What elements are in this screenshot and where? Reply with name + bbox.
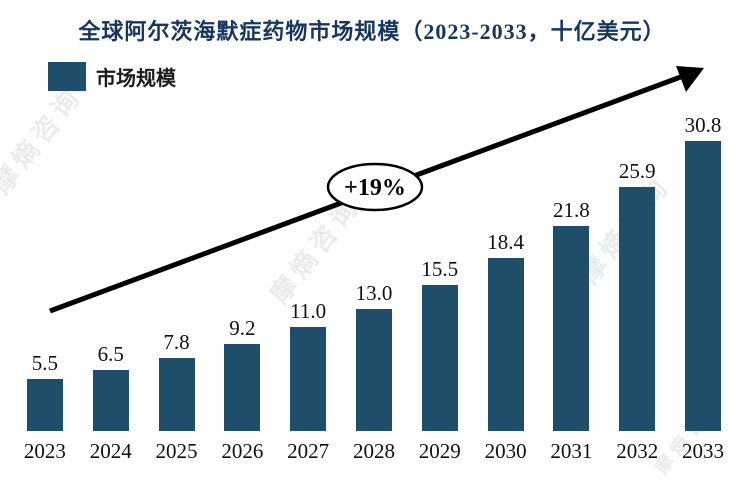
bar bbox=[224, 344, 261, 431]
bar-column: 5.5 2023 bbox=[12, 353, 78, 462]
x-axis-label: 2032 bbox=[616, 439, 659, 463]
bar-column: 15.5 2029 bbox=[407, 259, 473, 462]
legend: 市场规模 bbox=[48, 62, 744, 91]
bar-value-label: 13.0 bbox=[355, 280, 393, 305]
x-axis-label: 2024 bbox=[89, 439, 132, 463]
bar bbox=[619, 187, 656, 431]
bar-value-label: 11.0 bbox=[290, 299, 327, 324]
bar-value-label: 15.5 bbox=[421, 257, 459, 282]
bar bbox=[26, 379, 63, 431]
bar bbox=[685, 141, 722, 431]
bar-column: 21.8 2031 bbox=[539, 197, 605, 463]
x-axis-label: 2029 bbox=[418, 439, 461, 463]
bar bbox=[487, 257, 524, 431]
bar-value-label: 5.5 bbox=[31, 351, 59, 376]
bar-column: 25.9 2032 bbox=[604, 161, 670, 462]
bar bbox=[92, 369, 129, 431]
bar-value-label: 9.2 bbox=[229, 316, 256, 341]
bar-value-label: 6.5 bbox=[97, 341, 124, 366]
x-axis-label: 2028 bbox=[352, 439, 395, 463]
bar-column: 7.8 2025 bbox=[144, 329, 210, 463]
bar-value-label: 25.9 bbox=[618, 159, 656, 184]
x-axis-label: 2033 bbox=[682, 439, 725, 463]
bar-value-label: 18.4 bbox=[487, 229, 524, 254]
legend-swatch bbox=[48, 62, 86, 91]
bar-value-label: 21.8 bbox=[553, 197, 590, 222]
bar-value-label: 7.8 bbox=[163, 329, 190, 354]
bar bbox=[553, 225, 590, 431]
page-title: 全球阿尔茨海默症药物市场规模（2023-2033，十亿美元） bbox=[78, 19, 666, 44]
bar bbox=[158, 357, 195, 431]
x-axis-label: 2030 bbox=[484, 439, 527, 463]
x-axis-label: 2027 bbox=[287, 439, 330, 463]
bar-value-label: 30.8 bbox=[684, 113, 722, 137]
bar-column: 6.5 2024 bbox=[78, 341, 144, 463]
bar bbox=[355, 308, 392, 431]
bar-chart: 5.5 2023 6.5 2024 7.8 2025 9.2 2026 11.0 2027 13.0… bbox=[12, 96, 736, 462]
legend-label: 市场规模 bbox=[96, 68, 176, 90]
bar bbox=[421, 285, 458, 431]
bar-column: 18.4 2030 bbox=[473, 229, 539, 463]
bar bbox=[290, 327, 327, 431]
bar-column: 13.0 2028 bbox=[341, 280, 407, 463]
x-axis-label: 2025 bbox=[155, 439, 198, 463]
bar-column: 30.8 2033 bbox=[670, 115, 736, 462]
bar-column: 11.0 2027 bbox=[275, 301, 341, 462]
x-axis-label: 2031 bbox=[550, 439, 593, 463]
x-axis-label: 2026 bbox=[221, 439, 264, 463]
bar-column: 9.2 2026 bbox=[209, 318, 275, 462]
x-axis-label: 2023 bbox=[23, 439, 66, 463]
